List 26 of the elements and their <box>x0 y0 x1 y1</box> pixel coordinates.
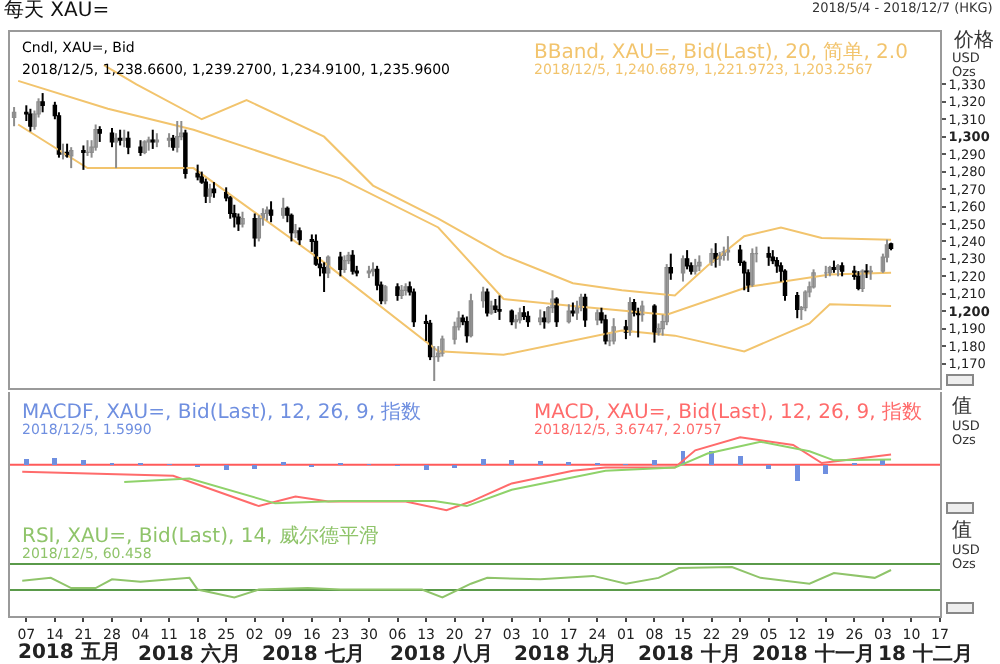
text: 2018 五月 <box>18 642 121 664</box>
text: 2018 八月 <box>390 642 493 664</box>
text: 2018 七月 <box>262 642 365 664</box>
text: RSI, XAU=, Bid(Last), 14, 威尔德平滑 <box>22 524 379 548</box>
text: 18 十二月 <box>878 642 973 664</box>
bar <box>794 464 800 481</box>
line-series <box>17 123 893 356</box>
text: 2018 九月 <box>514 642 617 664</box>
line-series <box>17 79 893 316</box>
text: MACDF, XAU=, Bid(Last), 12, 26, 9, 指数 <box>22 400 422 424</box>
bar <box>823 464 829 474</box>
bar <box>23 459 29 465</box>
bar <box>737 455 743 465</box>
text: 2018 十一月 <box>752 642 875 664</box>
line-series <box>102 64 893 297</box>
bar <box>223 464 229 471</box>
chart-title: 每天 XAU= <box>4 0 110 22</box>
bar <box>52 458 58 465</box>
text: 2018 十月 <box>638 642 741 664</box>
text: 2018 六月 <box>138 642 241 664</box>
bar <box>423 464 429 471</box>
bar <box>252 464 258 470</box>
text: MACD, XAU=, Bid(Last), 12, 26, 9, 指数 <box>534 400 922 424</box>
bar <box>766 464 772 470</box>
bar <box>480 459 486 465</box>
annotation: BBand, XAU=, Bid(Last), 20, 简单, 2.0 <box>534 40 908 64</box>
